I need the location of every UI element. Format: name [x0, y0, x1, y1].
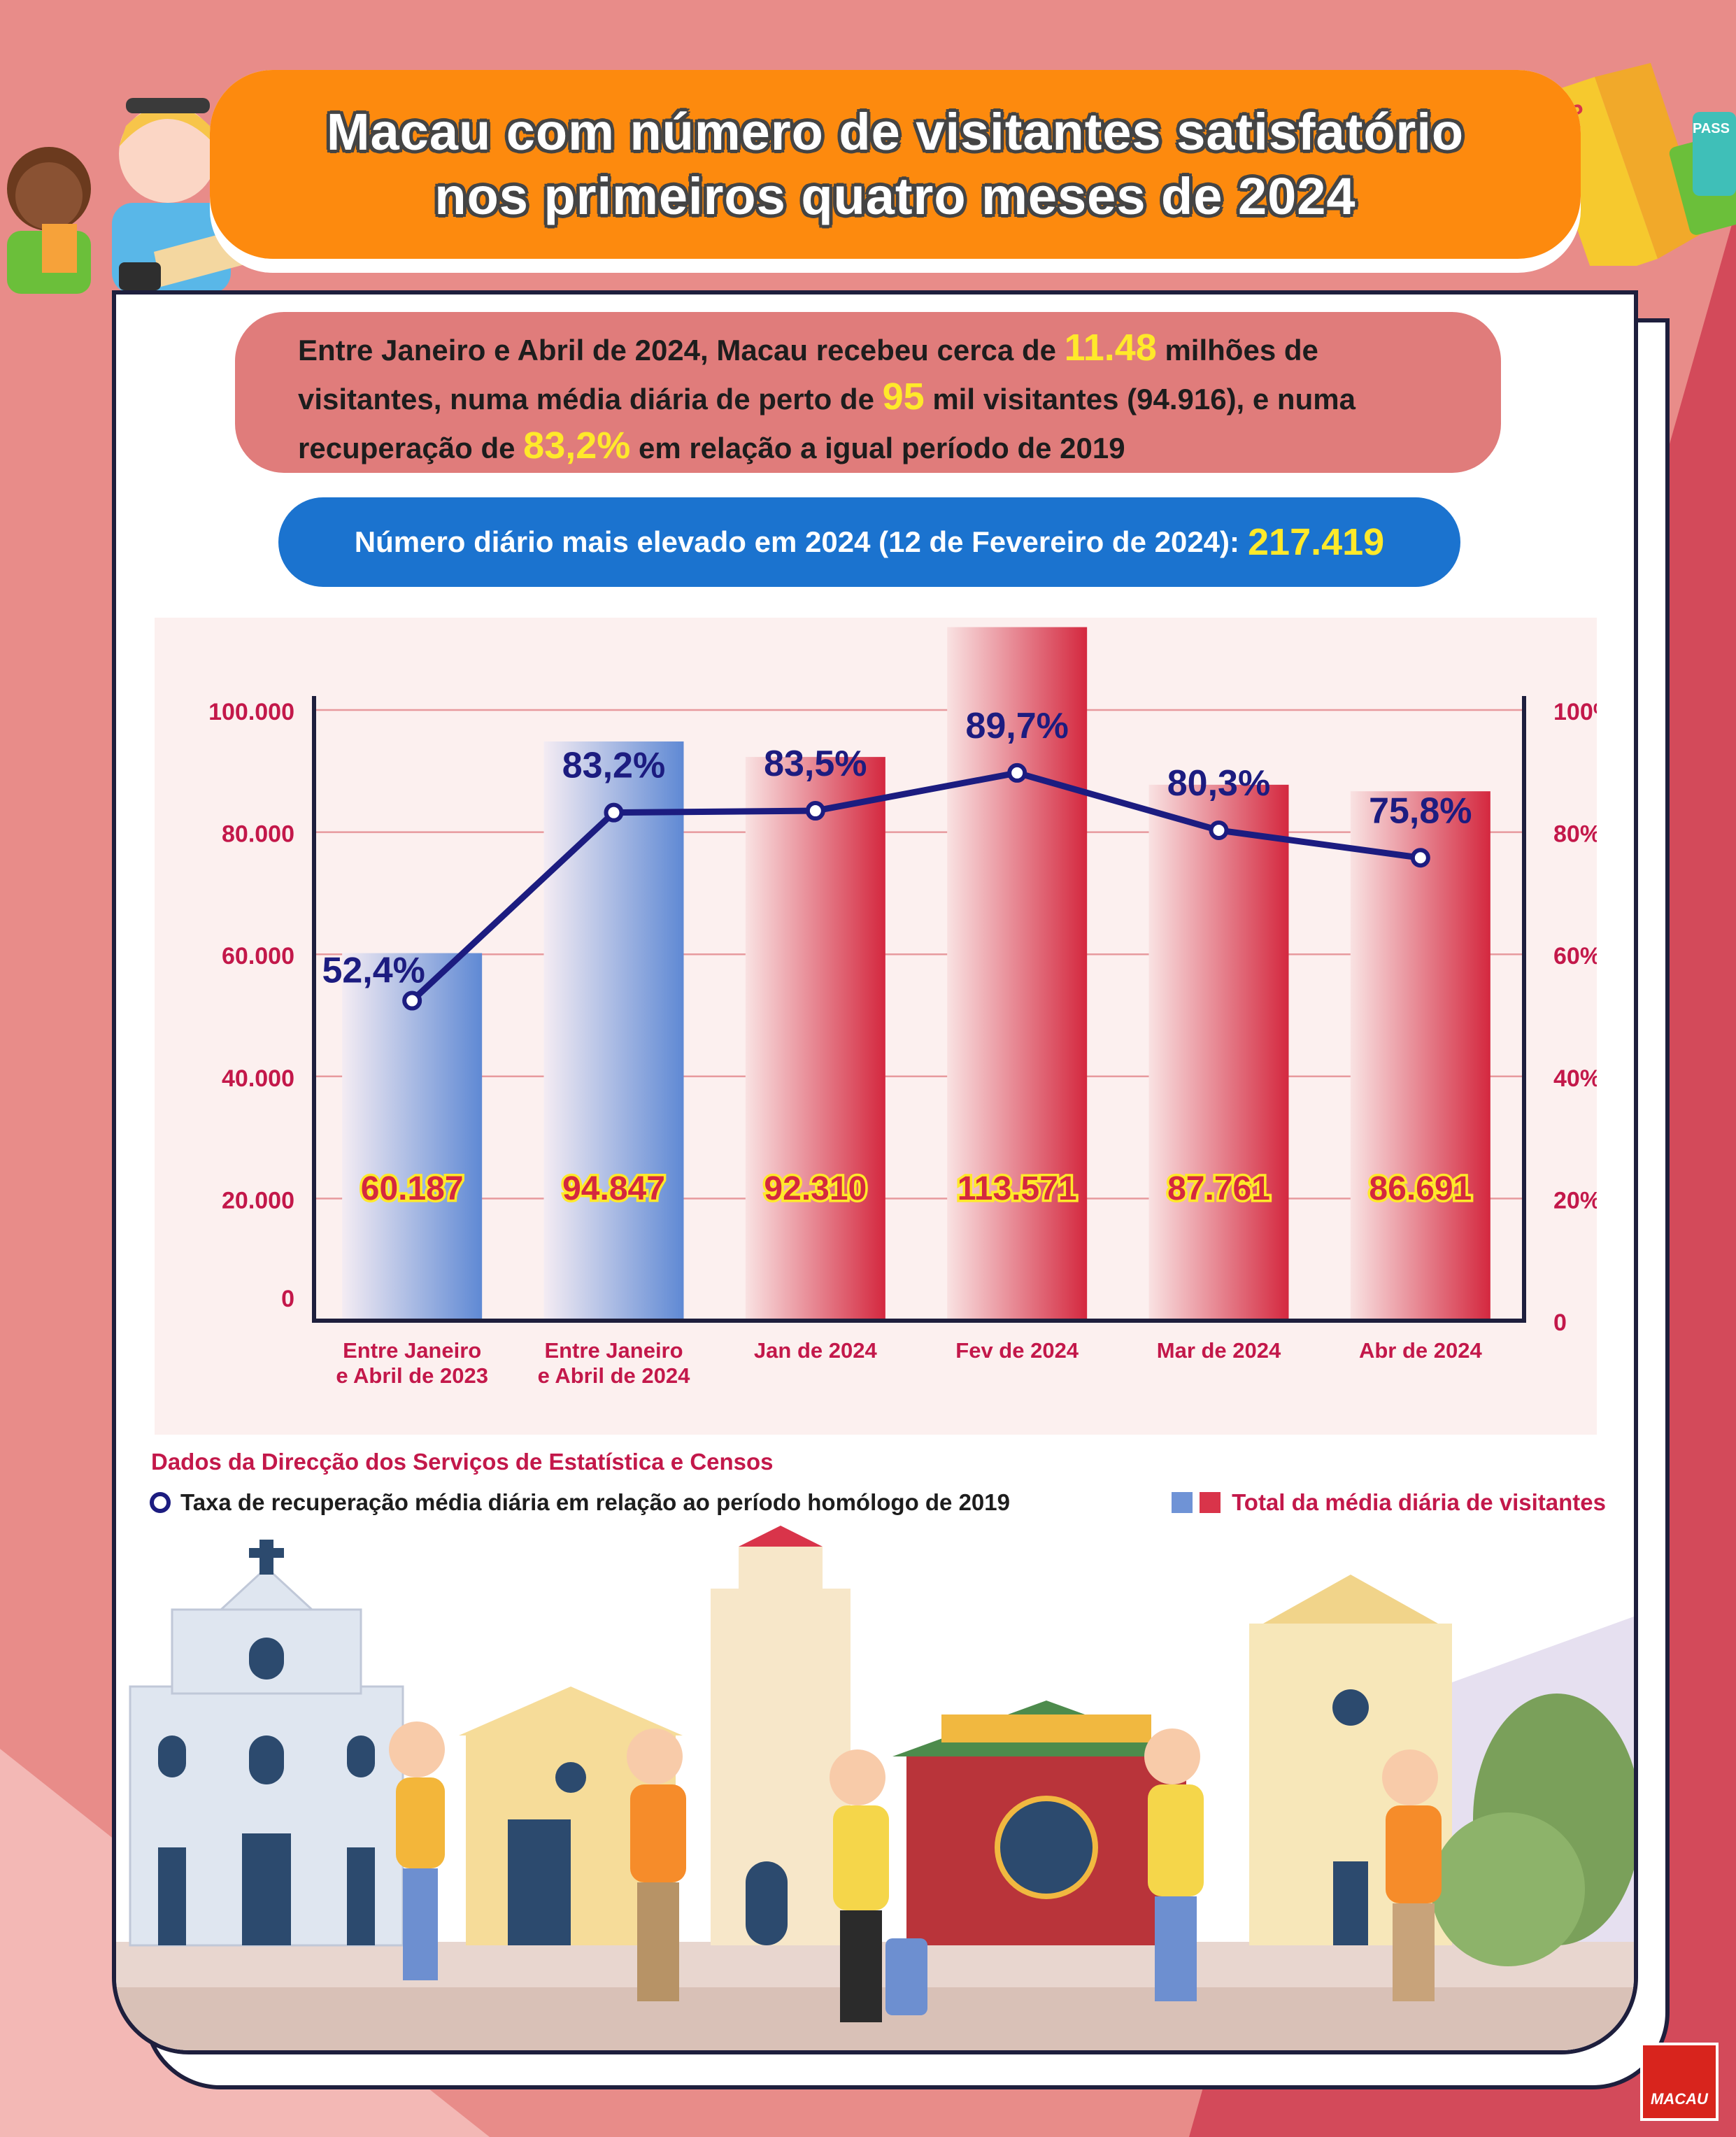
summary-highlight-visitors: 11.48: [1064, 327, 1157, 369]
legend-bar-entry: Total da média diária de visitantes: [1172, 1489, 1606, 1516]
bar: [1148, 784, 1289, 1321]
bar: [947, 627, 1088, 1321]
bar: [1350, 791, 1490, 1321]
macau-logo-text: MACAU: [1651, 2090, 1708, 2108]
recovery-rate-point: [805, 801, 825, 821]
y-right-tick-label: 20%: [1553, 1187, 1597, 1214]
y-left-tick-label: 40.000: [222, 1065, 294, 1092]
legend-line-marker: [150, 1492, 171, 1513]
summary-text-1: Entre Janeiro e Abril de 2024, Macau rec…: [298, 334, 1065, 367]
legend-swatch-red: [1200, 1492, 1221, 1513]
legend-swatch-blue: [1172, 1492, 1193, 1513]
title-line-1: Macau com número de visitantes satisfató…: [326, 103, 1465, 161]
summary-box: Entre Janeiro e Abril de 2024, Macau rec…: [235, 312, 1501, 473]
peak-label: Número diário mais elevado em 2024 (12 d…: [354, 525, 1240, 558]
combo-chart: 0 20.000 40.000 60.000 80.000 100.000 0 20% 40% 6…: [208, 627, 1597, 1388]
recovery-rate-label: 80,3%: [1167, 763, 1270, 804]
bar-value-label: 86.691: [1369, 1170, 1472, 1207]
recovery-rate-line: [410, 769, 1421, 1003]
y-left-tick-label: 0: [281, 1286, 294, 1312]
macau-logo: MACAU: [1640, 2043, 1719, 2121]
y-left-tick-label: 80.000: [222, 821, 294, 848]
data-source: Dados da Direcção dos Serviços de Estatí…: [151, 1449, 774, 1475]
peak-day-banner: Número diário mais elevado em 2024 (12 d…: [278, 497, 1460, 587]
tourist-kids-illustration: [7, 98, 266, 294]
bar-value-label: 92.310: [764, 1170, 867, 1207]
bar-value-label: 94.847: [562, 1170, 665, 1207]
recovery-rate-point: [402, 991, 422, 1011]
y-right-tick-label: 80%: [1553, 821, 1597, 848]
recovery-rate-point: [1410, 848, 1430, 868]
legend-line-label: Taxa de recuperação média diária em rela…: [180, 1489, 1010, 1515]
y-left-tick-label: 20.000: [222, 1187, 294, 1214]
summary-text-2: milhões de visitantes, numa média diária…: [298, 334, 1318, 416]
macau-landmarks-illustration: [116, 1526, 1634, 2050]
y-right-tick-label: 40%: [1553, 1065, 1597, 1092]
bar: [745, 757, 885, 1321]
x-tick-label: Jan de 2024: [754, 1338, 878, 1363]
x-tick-label: Entre Janeiro: [343, 1338, 481, 1363]
summary-text-3: mil visitantes (94.916), e numa recupera…: [298, 383, 1356, 464]
recovery-rate-label: 52,4%: [322, 951, 425, 991]
x-tick-label: Mar de 2024: [1157, 1338, 1281, 1363]
y-left-tick-label: 100.000: [208, 699, 294, 725]
passport-label: PASS: [1693, 121, 1730, 136]
recovery-rate-label: 83,2%: [562, 746, 665, 786]
bar-value-label: 113.571: [958, 1170, 1077, 1207]
title-banner: Macau com número de visitantes satisfató…: [210, 70, 1581, 259]
legend-bar-label: Total da média diária de visitantes: [1232, 1489, 1606, 1515]
recovery-rate-label: 89,7%: [965, 706, 1068, 746]
recovery-rate-label: 83,5%: [764, 744, 867, 784]
y-left-tick-label: 60.000: [222, 943, 294, 970]
recovery-rate-point: [1007, 762, 1027, 783]
y-right-tick-label: 0: [1553, 1309, 1567, 1336]
x-tick-label: Fev de 2024: [955, 1338, 1079, 1363]
bar: [342, 953, 483, 1321]
bar: [543, 741, 684, 1321]
peak-value: 217.419: [1248, 521, 1385, 563]
recovery-rate-point: [604, 802, 624, 823]
recovery-rate-label: 75,8%: [1369, 790, 1472, 831]
x-tick-label: e Abril de 2024: [538, 1363, 690, 1388]
recovery-rate-point: [1209, 820, 1229, 840]
bar-value-label: 60.187: [361, 1170, 464, 1207]
summary-highlight-daily: 95: [882, 376, 925, 418]
chart-panel: 0 20.000 40.000 60.000 80.000 100.000 0 20% 40% 6…: [155, 618, 1597, 1435]
x-tick-label: Abr de 2024: [1359, 1338, 1483, 1363]
y-right-tick-label: 60%: [1553, 943, 1597, 970]
x-tick-label: e Abril de 2023: [336, 1363, 488, 1388]
main-card: Entre Janeiro e Abril de 2024, Macau rec…: [112, 290, 1638, 2054]
legend-line-entry: Taxa de recuperação média diária em rela…: [150, 1489, 1010, 1516]
bar-value-label: 87.761: [1167, 1170, 1270, 1207]
x-tick-label: Entre Janeiro: [544, 1338, 683, 1363]
summary-text-4: em relação a igual período de 2019: [630, 432, 1125, 464]
summary-highlight-recovery: 83,2%: [523, 425, 631, 467]
title-line-2: nos primeiros quatro meses de 2024: [434, 167, 1356, 225]
y-right-tick-label: 100%: [1553, 699, 1597, 725]
